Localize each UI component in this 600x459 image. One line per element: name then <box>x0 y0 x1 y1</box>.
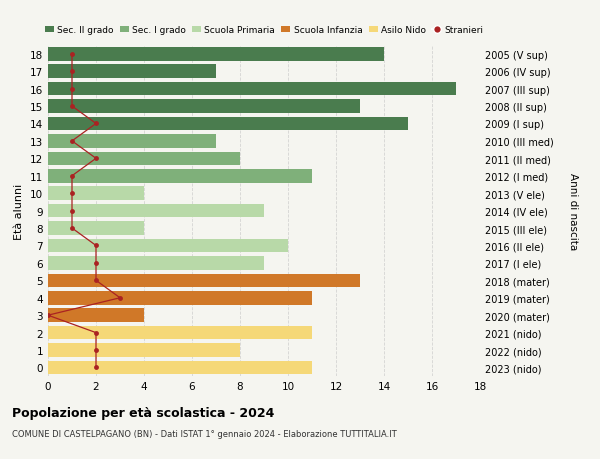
Bar <box>48 239 288 253</box>
Bar <box>48 343 240 357</box>
Bar <box>48 48 384 62</box>
Y-axis label: Anni di nascita: Anni di nascita <box>568 173 577 250</box>
Bar <box>48 274 360 287</box>
Bar <box>48 257 264 270</box>
Bar <box>48 326 312 340</box>
Bar <box>48 65 216 79</box>
Bar <box>48 187 144 201</box>
Bar <box>48 222 144 235</box>
Text: Popolazione per età scolastica - 2024: Popolazione per età scolastica - 2024 <box>12 406 274 419</box>
Y-axis label: Età alunni: Età alunni <box>14 183 25 239</box>
Bar <box>48 100 360 113</box>
Bar <box>48 169 312 183</box>
Bar <box>48 83 456 96</box>
Bar <box>48 291 312 305</box>
Bar <box>48 204 264 218</box>
Bar <box>48 118 408 131</box>
Bar <box>48 309 144 322</box>
Legend: Sec. II grado, Sec. I grado, Scuola Primaria, Scuola Infanzia, Asilo Nido, Stran: Sec. II grado, Sec. I grado, Scuola Prim… <box>45 26 483 35</box>
Text: COMUNE DI CASTELPAGANO (BN) - Dati ISTAT 1° gennaio 2024 - Elaborazione TUTTITAL: COMUNE DI CASTELPAGANO (BN) - Dati ISTAT… <box>12 429 397 438</box>
Bar <box>48 135 216 148</box>
Bar <box>48 361 312 375</box>
Bar <box>48 152 240 166</box>
